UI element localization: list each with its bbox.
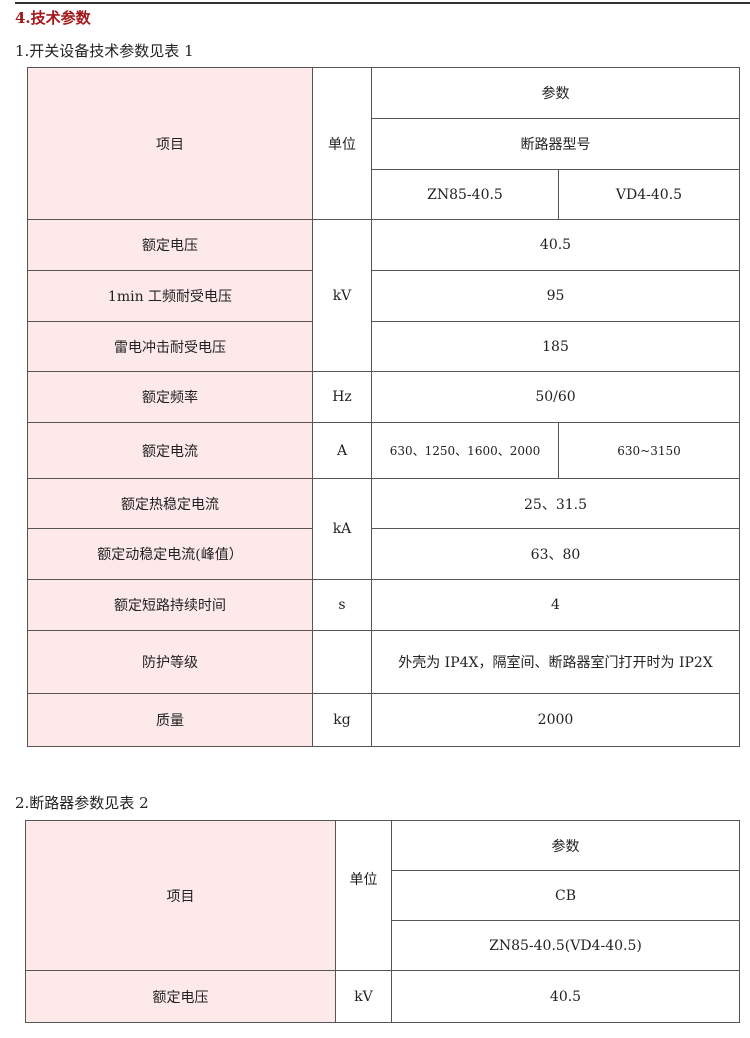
row-value: 外壳为 IP4X，隔室间、断路器室门打开时为 IP2X [371, 630, 740, 694]
row-unit: Hz [312, 371, 372, 423]
header-item: 项目 [25, 820, 336, 971]
row-unit: s [312, 579, 372, 631]
top-rule [15, 2, 750, 4]
table2: 项目 单位 参数 CB ZN85-40.5(VD4-40.5) 额定电压 kV 40.5 [25, 820, 740, 1023]
header-model-b: VD4-40.5 [558, 169, 740, 220]
row-unit [312, 630, 372, 694]
row-value-b: 630~3150 [558, 422, 740, 479]
row-value: 4 [371, 579, 740, 631]
row-item: 质量 [27, 693, 313, 747]
row-item: 额定频率 [27, 371, 313, 423]
header-breaker-model: 断路器型号 [371, 118, 740, 170]
row-unit: kA [312, 478, 372, 580]
row-unit: kV [335, 970, 392, 1023]
row-item: 额定电流 [27, 422, 313, 479]
header-params: 参数 [371, 67, 740, 119]
row-item: 防护等级 [27, 630, 313, 694]
table2-caption: 2.断路器参数见表 2 [15, 794, 149, 812]
header-params: 参数 [391, 820, 740, 871]
header-item: 项目 [27, 67, 313, 220]
header-type: CB [391, 870, 740, 921]
row-value: 25、31.5 [371, 478, 740, 529]
row-value: 40.5 [391, 970, 740, 1023]
row-value-a: 630、1250、1600、2000 [371, 422, 559, 479]
header-unit: 单位 [335, 820, 392, 971]
row-item: 雷电冲击耐受电压 [27, 321, 313, 372]
table1-caption: 1.开关设备技术参数见表 1 [15, 42, 194, 60]
header-model-a: ZN85-40.5 [371, 169, 559, 220]
table1: 项目 单位 参数 断路器型号 ZN85-40.5 VD4-40.5 额定电压 kV 40.… [27, 67, 740, 747]
row-value: 40.5 [371, 219, 740, 271]
row-item: 额定电压 [27, 219, 313, 271]
row-item: 额定热稳定电流 [27, 478, 313, 529]
row-item: 额定短路持续时间 [27, 579, 313, 631]
row-value: 2000 [371, 693, 740, 747]
row-unit: kV [312, 219, 372, 372]
row-unit: kg [312, 693, 372, 747]
header-model: ZN85-40.5(VD4-40.5) [391, 920, 740, 971]
row-unit: A [312, 422, 372, 479]
header-unit: 单位 [312, 67, 372, 220]
section-title: 4.技术参数 [15, 9, 91, 27]
row-value: 50/60 [371, 371, 740, 423]
row-value: 185 [371, 321, 740, 372]
row-item: 1min 工频耐受电压 [27, 270, 313, 322]
row-value: 95 [371, 270, 740, 322]
row-item: 额定电压 [25, 970, 336, 1023]
row-item: 额定动稳定电流(峰值） [27, 528, 313, 580]
row-value: 63、80 [371, 528, 740, 580]
